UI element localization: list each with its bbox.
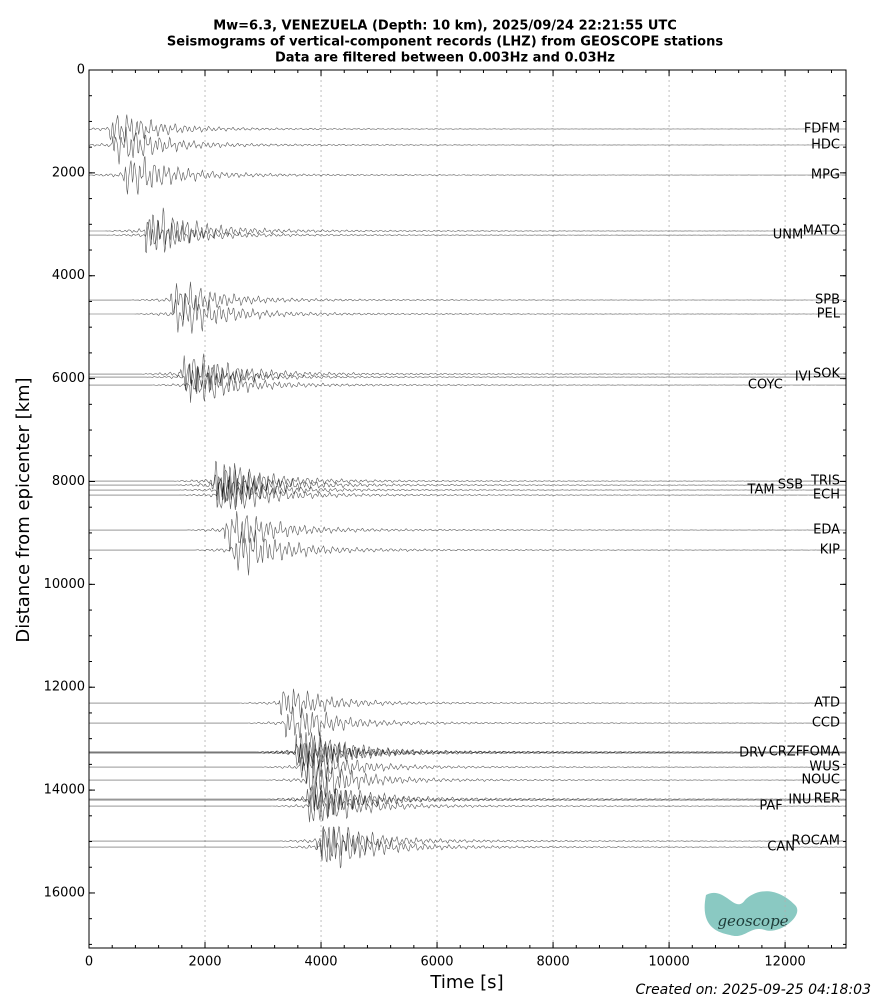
station-label: ROCAM bbox=[792, 834, 840, 849]
station-label: EDA bbox=[813, 523, 840, 538]
y-tick-label: 2000 bbox=[52, 165, 85, 180]
station-label: KIP bbox=[820, 543, 840, 558]
plot-frame bbox=[88, 69, 847, 949]
station-label: ECH bbox=[813, 488, 840, 503]
station-label: WUS bbox=[809, 760, 840, 775]
seismogram-trace bbox=[88, 156, 846, 195]
y-tick-label: 14000 bbox=[44, 783, 85, 798]
y-tick-label: 10000 bbox=[44, 577, 85, 592]
station-label: FOMA bbox=[802, 745, 840, 760]
seismogram-trace bbox=[89, 207, 846, 254]
seismogram-trace bbox=[89, 365, 846, 403]
seismogram-trace bbox=[89, 475, 846, 508]
logo-text: geoscope bbox=[717, 912, 788, 930]
seismogram-trace bbox=[89, 826, 846, 869]
y-tick-label: 8000 bbox=[52, 474, 85, 489]
y-tick-label: 4000 bbox=[52, 268, 85, 283]
station-label: TAM bbox=[747, 483, 775, 498]
seismogram-trace bbox=[89, 752, 846, 785]
seismogram-trace bbox=[89, 529, 846, 576]
seismogram-trace bbox=[88, 126, 846, 165]
seismogram-trace bbox=[89, 731, 846, 779]
station-label: MPG bbox=[811, 168, 840, 183]
x-tick-label: 8000 bbox=[537, 955, 570, 970]
y-tick-label: 12000 bbox=[44, 680, 85, 695]
station-label: UNM bbox=[773, 228, 803, 243]
y-tick-label: 0 bbox=[77, 63, 85, 78]
seismogram-trace bbox=[89, 735, 846, 768]
seismogram-trace bbox=[89, 825, 846, 861]
station-label: CAN bbox=[767, 840, 795, 855]
station-label: COYC bbox=[748, 378, 783, 393]
seismogram-trace bbox=[89, 460, 846, 501]
station-label: TRIS bbox=[810, 474, 840, 489]
seismogram-trace bbox=[89, 511, 846, 552]
y-axis-label: Distance from epicenter [km] bbox=[13, 377, 34, 642]
x-tick-label: 4000 bbox=[304, 955, 337, 970]
station-label: CRZF bbox=[769, 745, 804, 760]
seismogram-trace bbox=[89, 293, 846, 334]
x-tick-label: 0 bbox=[85, 955, 93, 970]
seismogram-trace bbox=[89, 706, 846, 739]
seismogram-trace bbox=[89, 784, 846, 817]
station-label: SSB bbox=[778, 478, 803, 493]
logo: geoscope bbox=[704, 891, 798, 937]
station-label: PEL bbox=[817, 307, 841, 322]
station-label: RER bbox=[814, 792, 840, 807]
seismogram-trace bbox=[89, 219, 846, 253]
seismogram-trace bbox=[89, 477, 846, 511]
x-tick-label: 6000 bbox=[420, 955, 453, 970]
station-label: CCD bbox=[812, 716, 840, 731]
x-tick-label: 12000 bbox=[764, 955, 805, 970]
seismogram-trace bbox=[89, 789, 846, 822]
chart-title: Seismograms of vertical-component record… bbox=[167, 35, 723, 50]
seismogram-trace bbox=[88, 114, 846, 143]
logo-shape bbox=[704, 891, 798, 937]
station-label: DRV bbox=[739, 746, 766, 761]
station-label: SPB bbox=[815, 293, 840, 308]
x-tick-label: 10000 bbox=[648, 955, 689, 970]
station-label: INU bbox=[788, 793, 811, 808]
seismogram-trace bbox=[89, 463, 846, 508]
station-label: SOK bbox=[813, 367, 840, 382]
seismogram-trace bbox=[89, 363, 846, 392]
station-label: IVI bbox=[795, 370, 812, 385]
x-axis-label: Time [s] bbox=[429, 972, 503, 993]
y-tick-label: 6000 bbox=[52, 371, 85, 386]
station-label: ATD bbox=[814, 696, 840, 711]
y-tick-label: 16000 bbox=[44, 885, 85, 900]
footer: Created on: 2025-09-25 04:18:03 bbox=[636, 982, 871, 998]
chart-title: Data are filtered between 0.003Hz and 0.… bbox=[275, 51, 615, 66]
station-label: HDC bbox=[811, 137, 840, 152]
station-label: PAF bbox=[759, 799, 782, 814]
x-tick-label: 2000 bbox=[188, 955, 221, 970]
seismogram-trace bbox=[89, 281, 846, 320]
chart-title: Mw=6.3, VENEZUELA (Depth: 10 km), 2025/0… bbox=[213, 19, 677, 34]
station-label: FDFM bbox=[804, 121, 840, 136]
station-label: NOUC bbox=[801, 773, 840, 788]
seismogram-trace bbox=[89, 688, 846, 719]
traces bbox=[88, 114, 846, 869]
station-label: MATO bbox=[803, 223, 840, 238]
seismogram-trace bbox=[89, 353, 846, 394]
seismogram-trace bbox=[89, 758, 846, 798]
seismogram-trace bbox=[89, 776, 846, 823]
